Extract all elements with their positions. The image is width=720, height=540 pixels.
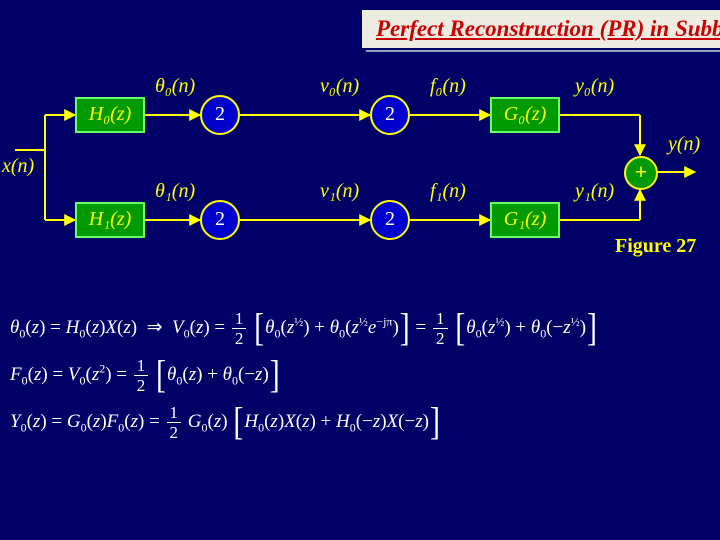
block-G1: G₁(z) bbox=[490, 202, 560, 238]
label-theta1: θ₁(n) bbox=[155, 180, 195, 203]
eq-line-1: θ0(z) = H0(z)X(z) ⇒ V0(z) = 12 [θ0(z½) +… bbox=[10, 310, 598, 347]
upsample-0: 2 bbox=[370, 95, 410, 135]
label-v1: v₁(n) bbox=[320, 180, 359, 203]
eq-line-2: F0(z) = V0(z2) = 12 [θ0(z) + θ0(−z)] bbox=[10, 357, 598, 394]
eq-line-3: Y0(z) = G0(z)F0(z) = 12 G0(z) [H0(z)X(z)… bbox=[10, 404, 598, 441]
block-G0: G₀(z) bbox=[490, 97, 560, 133]
label-theta0: θ₀(n) bbox=[155, 75, 195, 98]
downsample-1: 2 bbox=[200, 200, 240, 240]
figure-caption: Figure 27 bbox=[615, 235, 696, 258]
block-H0: H₀(z) bbox=[75, 97, 145, 133]
label-f0: f₀(n) bbox=[430, 75, 466, 98]
label-y0: y₀(n) bbox=[575, 75, 614, 98]
label-x: x(n) bbox=[2, 155, 34, 178]
equations: θ0(z) = H0(z)X(z) ⇒ V0(z) = 12 [θ0(z½) +… bbox=[10, 300, 598, 451]
upsample-1: 2 bbox=[370, 200, 410, 240]
label-y: y(n) bbox=[668, 133, 700, 156]
adder: + bbox=[624, 156, 658, 190]
downsample-0: 2 bbox=[200, 95, 240, 135]
label-f1: f₁(n) bbox=[430, 180, 466, 203]
block-H1: H₁(z) bbox=[75, 202, 145, 238]
diagram-wires bbox=[0, 0, 720, 300]
label-y1: y₁(n) bbox=[575, 180, 614, 203]
label-v0: v₀(n) bbox=[320, 75, 359, 98]
